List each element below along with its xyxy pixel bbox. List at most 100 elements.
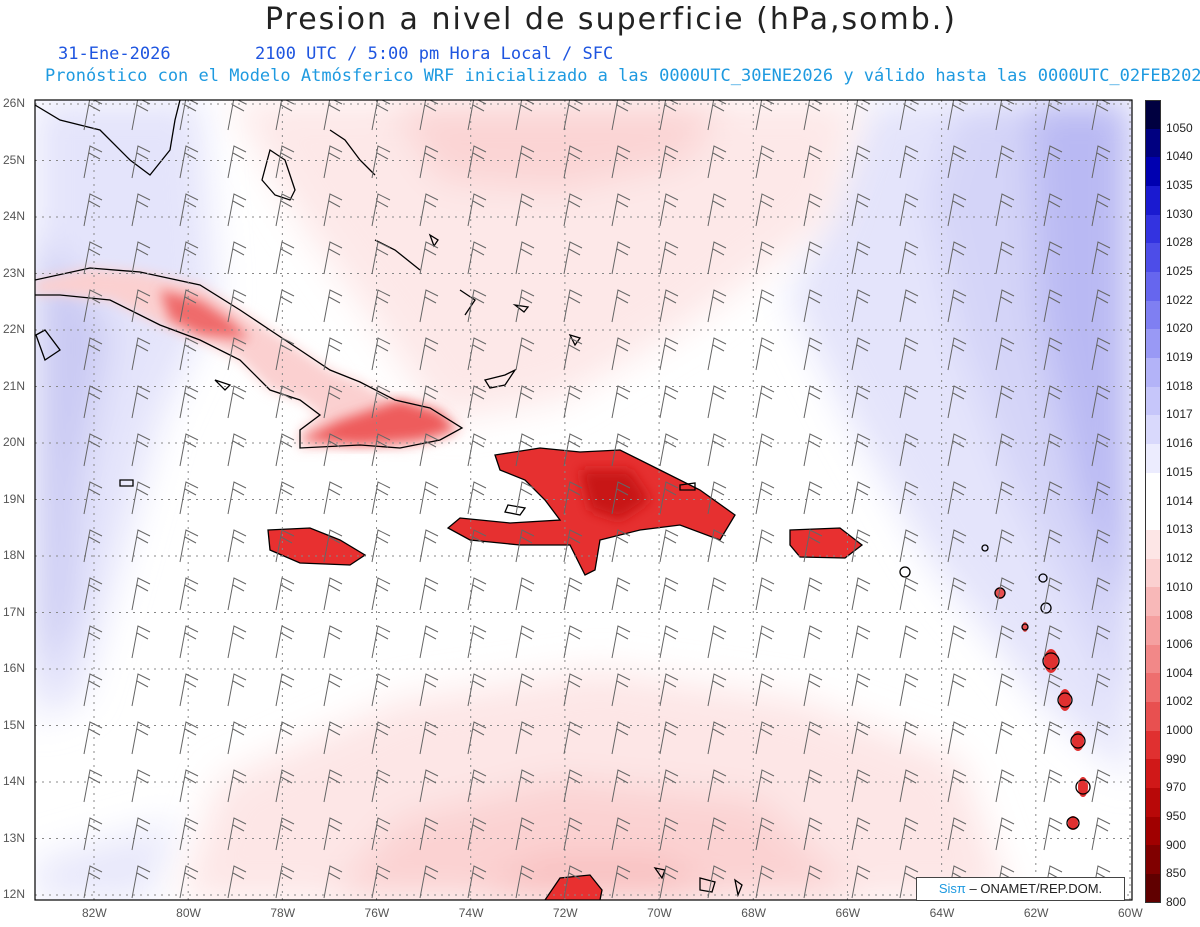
colorbar-swatch [1145,358,1161,387]
wind-barb [563,433,583,467]
wind-barb [755,193,775,227]
wind-barb [563,289,583,323]
wind-barb [419,337,439,371]
wind-barb [275,865,295,899]
wind-barb [755,577,775,611]
wind-barb [899,817,919,851]
wind-barb [179,100,199,131]
colorbar-swatch [1145,272,1161,301]
wind-barb [1043,721,1063,755]
wind-barb [851,529,871,563]
colorbar-swatch [1145,329,1161,359]
wind-barb [851,289,871,323]
wind-barb [707,721,727,755]
wind-barb [371,337,391,371]
wind-barb [419,673,439,707]
wind-barb [179,865,199,899]
colorbar-level-label: 1019 [1166,350,1193,365]
colorbar-swatch [1145,673,1161,703]
lat-label: 14N [3,774,26,788]
wind-barb [1091,721,1111,755]
colorbar-level-label: 1006 [1166,636,1193,651]
wind-barb [227,433,247,467]
wind-barb [995,145,1015,179]
wind-barb [1043,769,1063,803]
wind-barb [995,673,1015,707]
wind-barb [1091,145,1111,179]
wind-barb [131,769,151,803]
colorbar-level-label: 1013 [1166,522,1193,537]
lon-label: 60W [1118,906,1143,920]
wind-barb [803,145,823,179]
wind-barb [803,769,823,803]
wind-barb [851,481,871,515]
wind-barb [611,145,631,179]
colorbar-swatch [1145,616,1161,645]
wind-barb [419,289,439,323]
wind-barb [947,100,967,131]
wind-barb [659,577,679,611]
wind-barb [1043,145,1063,179]
lat-label: 19N [3,491,26,506]
wind-barb [227,481,247,515]
wind-barb [419,865,439,899]
colorbar-level-label: 1008 [1166,608,1193,623]
wind-barb [611,577,631,611]
colorbar-level-label: 1014 [1166,493,1193,508]
wind-barb [851,100,871,131]
colorbar-swatch [1145,730,1161,760]
wind-barb [179,625,199,659]
lat-label: 26N [3,96,26,110]
wind-barb [275,673,295,707]
wind-barb [83,625,103,659]
colorbar-swatch [1145,587,1161,617]
wind-barb [275,481,295,515]
wind-barb [515,100,535,131]
lon-label: 68W [741,906,766,920]
wind-barb [83,241,103,275]
wind-barb [899,100,919,131]
wind-barb [563,481,583,515]
colorbar-swatch [1145,788,1161,817]
wind-barb [131,865,151,899]
wind-barb [371,385,391,419]
wind-barb [131,721,151,755]
wind-barb [323,193,343,227]
wind-barb [323,433,343,467]
wind-barb [707,385,727,419]
wind-barb [467,721,487,755]
wind-barb [995,529,1015,563]
wind-barb [755,100,775,131]
wind-barb [563,529,583,563]
wind-barb [659,433,679,467]
colorbar-swatch [1145,759,1161,789]
coastlines [35,100,1091,900]
wind-barb [563,769,583,803]
lat-label: 16N [3,661,26,675]
wind-barb [659,529,679,563]
wind-barb [899,673,919,707]
lon-label: 62W [1023,906,1049,920]
wind-barb [275,100,295,131]
wind-barb [179,529,199,563]
wind-barb [947,817,967,851]
wind-barb [611,865,631,899]
colorbar-swatch [1145,300,1161,330]
wind-barb [275,433,295,467]
valid-time: 2100 UTC / 5:00 pm Hora Local / SFC [255,44,614,64]
wind-barb [227,100,247,131]
wind-barb [899,433,919,467]
wind-barb [563,673,583,707]
wind-barb [371,721,391,755]
wind-barb [563,241,583,275]
wind-barb [179,193,199,227]
colorbar-swatch [1145,472,1161,502]
wind-barb [371,289,391,323]
wind-barb [803,241,823,275]
wind-barb [1043,481,1063,515]
wind-barb [1091,481,1111,515]
wind-barb [611,481,631,515]
wind-barb [947,529,967,563]
gridlines [35,100,1132,900]
wind-barb [419,481,439,515]
